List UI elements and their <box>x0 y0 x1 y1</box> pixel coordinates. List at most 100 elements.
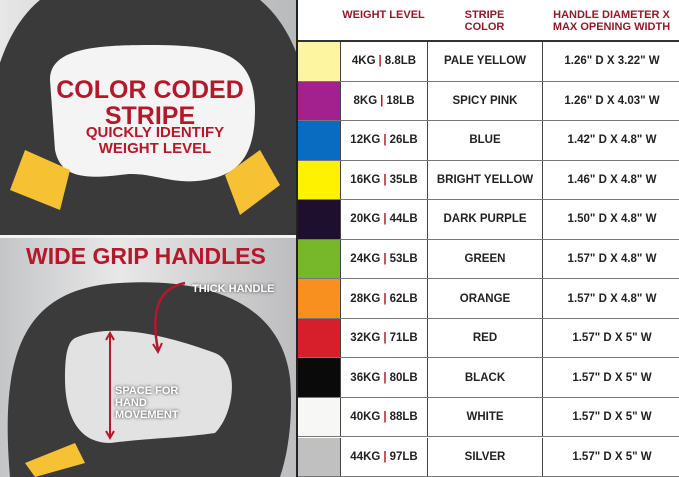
weight-lb: 35LB <box>389 173 418 186</box>
table-row: 12KG | 26LB BLUE 1.42" D X 4.8" W <box>298 121 679 161</box>
promo-image: COLOR CODED STRIPE QUICKLY IDENTIFY WEIG… <box>0 0 296 477</box>
color-swatch <box>298 81 340 121</box>
color-swatch <box>298 318 340 358</box>
panel-divider <box>0 235 296 238</box>
table-row: 28KG | 62LB ORANGE 1.57" D X 4.8" W <box>298 279 679 319</box>
handle-size-cell: 1.57" D X 4.8" W <box>542 279 679 318</box>
stripe-color-cell: DARK PURPLE <box>427 200 542 239</box>
weight-kg: 16KG <box>350 173 381 186</box>
header-weight-level: WEIGHT LEVEL <box>342 9 425 21</box>
handle-size-cell: 1.46" D X 4.8" W <box>542 160 679 200</box>
stripe-color-cell: PALE YELLOW <box>427 42 542 81</box>
stripe-color-cell: BLUE <box>427 121 542 160</box>
space-for-hand-label: SPACE FOR HAND MOVEMENT <box>115 385 179 421</box>
color-swatch <box>298 437 340 476</box>
weight-cell: 16KG | 35LB <box>340 160 427 200</box>
table-row: 8KG | 18LB SPICY PINK 1.26" D X 4.03" W <box>298 81 679 122</box>
handle-size-cell: 1.57" D X 4.8" W <box>542 239 679 279</box>
wide-grip-panel: WIDE GRIP HANDLES THICK HANDLE SPACE FOR… <box>0 238 296 477</box>
stripe-color-cell: RED <box>427 318 542 358</box>
kettlebell-grip-illustration <box>7 281 292 477</box>
weight-lb: 8.8LB <box>384 55 417 68</box>
weight-cell: 20KG | 44LB <box>340 200 427 239</box>
handle-size-cell: 1.26" D X 4.03" W <box>542 81 679 121</box>
stripe-color-cell: ORANGE <box>427 279 542 318</box>
handle-size-cell: 1.57" D X 5" W <box>542 397 679 437</box>
table-row: 4KG | 8.8LB PALE YELLOW 1.26" D X 3.22" W <box>298 42 679 82</box>
stripe-color-cell: WHITE <box>427 397 542 437</box>
handle-size-cell: 1.26" D X 3.22" W <box>542 42 679 81</box>
separator: | <box>383 253 387 265</box>
weight-lb: 71LB <box>389 332 418 345</box>
color-swatch <box>298 279 340 318</box>
weight-lb: 80LB <box>389 371 418 384</box>
thick-handle-label: THICK HANDLE <box>192 283 275 295</box>
handle-size-cell: 1.57" D X 5" W <box>542 358 679 397</box>
table-row: 32KG | 71LB RED 1.57" D X 5" W <box>298 318 679 359</box>
stripe-color-cell: BLACK <box>427 358 542 397</box>
table-header: WEIGHT LEVEL STRIPE COLOR HANDLE DIAMETE… <box>298 0 679 42</box>
color-swatch <box>298 42 340 81</box>
weight-cell: 44KG | 97LB <box>340 437 427 476</box>
header-stripe-color: STRIPE COLOR <box>464 9 505 33</box>
separator: | <box>383 173 387 186</box>
weight-kg: 20KG <box>350 213 381 226</box>
stripe-color-cell: SPICY PINK <box>427 81 542 121</box>
weight-lb: 53LB <box>389 253 418 265</box>
weight-kg: 24KG <box>350 253 381 265</box>
weight-lb: 26LB <box>389 134 418 147</box>
weight-cell: 36KG | 80LB <box>340 358 427 397</box>
weight-kg: 44KG <box>350 450 381 463</box>
weight-kg: 28KG <box>350 292 381 305</box>
table-row: 16KG | 35LB BRIGHT YELLOW 1.46" D X 4.8" W <box>298 160 679 201</box>
color-swatch <box>298 160 340 200</box>
weight-cell: 32KG | 71LB <box>340 318 427 358</box>
separator: | <box>383 213 387 226</box>
table-row: 40KG | 88LB WHITE 1.57" D X 5" W <box>298 397 679 438</box>
weight-kg: 36KG <box>350 371 381 384</box>
table-row: 36KG | 80LB BLACK 1.57" D X 5" W <box>298 358 679 398</box>
handle-size-cell: 1.42" D X 4.8" W <box>542 121 679 160</box>
kettlebell-handle-illustration <box>0 0 296 235</box>
separator: | <box>383 371 387 384</box>
weight-lb: 18LB <box>386 94 415 107</box>
weight-kg: 32KG <box>350 332 381 345</box>
quickly-identify-subtitle: QUICKLY IDENTIFY WEIGHT LEVEL <box>85 124 225 157</box>
weight-kg: 12KG <box>350 134 381 147</box>
weight-cell: 28KG | 62LB <box>340 279 427 318</box>
weight-cell: 12KG | 26LB <box>340 121 427 160</box>
color-swatch <box>298 200 340 239</box>
weight-lb: 62LB <box>389 292 418 305</box>
weight-lb: 88LB <box>389 411 418 424</box>
weight-cell: 40KG | 88LB <box>340 397 427 437</box>
weight-kg: 40KG <box>350 411 381 424</box>
color-swatch <box>298 121 340 160</box>
table-row: 20KG | 44LB DARK PURPLE 1.50" D X 4.8" W <box>298 200 679 240</box>
stripe-color-cell: GREEN <box>427 239 542 279</box>
color-stripe-panel: COLOR CODED STRIPE QUICKLY IDENTIFY WEIG… <box>0 0 296 235</box>
color-swatch <box>298 239 340 279</box>
table-row: 44KG | 97LB SILVER 1.57" D X 5" W <box>298 437 679 477</box>
separator: | <box>378 55 382 68</box>
color-swatch <box>298 397 340 437</box>
color-swatch <box>298 358 340 397</box>
weight-kg: 8KG <box>353 94 378 107</box>
table-row: 24KG | 53LB GREEN 1.57" D X 4.8" W <box>298 239 679 280</box>
wide-grip-handles-title: WIDE GRIP HANDLES <box>26 243 266 269</box>
weight-cell: 4KG | 8.8LB <box>340 42 427 81</box>
separator: | <box>383 292 387 305</box>
weight-lb: 97LB <box>389 450 418 463</box>
weight-cell: 24KG | 53LB <box>340 239 427 279</box>
separator: | <box>383 411 387 424</box>
stripe-color-cell: BRIGHT YELLOW <box>427 160 542 200</box>
separator: | <box>383 450 387 463</box>
weight-spec-table: WEIGHT LEVEL STRIPE COLOR HANDLE DIAMETE… <box>296 0 679 477</box>
weight-kg: 4KG <box>351 55 376 68</box>
separator: | <box>380 94 384 107</box>
separator: | <box>383 332 387 345</box>
handle-size-cell: 1.57" D X 5" W <box>542 437 679 476</box>
weight-lb: 44LB <box>389 213 418 226</box>
weight-cell: 8KG | 18LB <box>340 81 427 121</box>
handle-size-cell: 1.57" D X 5" W <box>542 318 679 358</box>
stripe-color-cell: SILVER <box>427 437 542 476</box>
